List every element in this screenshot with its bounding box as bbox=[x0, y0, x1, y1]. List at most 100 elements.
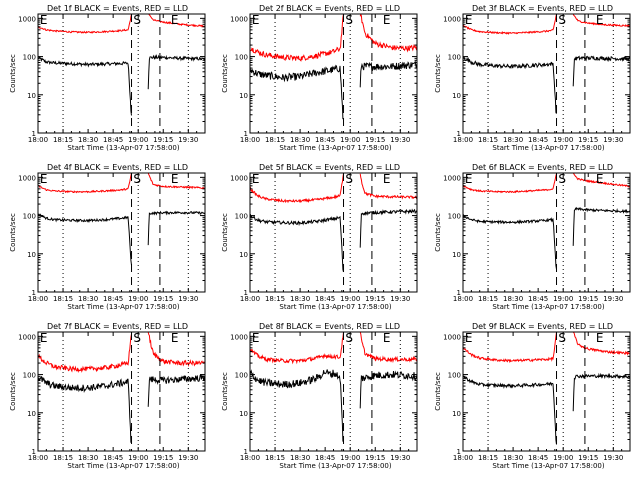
x-tick-label: 18:45 bbox=[528, 454, 548, 462]
y-tick-label: 10 bbox=[452, 92, 461, 100]
y-tick-label: 1000 bbox=[18, 333, 36, 341]
marker-e: E bbox=[40, 331, 48, 345]
series-lld-line bbox=[463, 14, 630, 35]
y-tick-label: 100 bbox=[448, 372, 461, 380]
y-axis-label: Counts/sec bbox=[221, 54, 229, 93]
x-tick-label: 18:15 bbox=[265, 454, 285, 462]
x-tick-label: 19:00 bbox=[340, 454, 360, 462]
y-tick-label: 10 bbox=[27, 251, 36, 259]
x-tick-label: 18:00 bbox=[453, 295, 473, 303]
y-tick-label: 100 bbox=[23, 54, 36, 62]
x-tick-label: 18:15 bbox=[265, 295, 285, 303]
x-tick-label: 18:30 bbox=[78, 454, 98, 462]
marker-s: S bbox=[133, 13, 141, 27]
y-tick-label: 1 bbox=[457, 289, 461, 297]
x-tick-label: 18:00 bbox=[28, 295, 48, 303]
x-tick-label: 18:30 bbox=[78, 295, 98, 303]
series-events-line bbox=[250, 369, 417, 443]
y-tick-label: 10 bbox=[452, 251, 461, 259]
x-tick-label: 19:30 bbox=[603, 295, 623, 303]
x-tick-label: 18:30 bbox=[290, 295, 310, 303]
y-tick-label: 100 bbox=[235, 213, 248, 221]
x-axis-label: Start Time (13-Apr-07 17:58:00) bbox=[492, 144, 604, 152]
x-tick-label: 19:15 bbox=[365, 454, 385, 462]
marker-s: S bbox=[345, 172, 353, 186]
x-tick-label: 19:30 bbox=[603, 454, 623, 462]
series-lld-line bbox=[463, 332, 630, 364]
series-events-line bbox=[463, 372, 630, 445]
x-tick-label: 19:00 bbox=[128, 136, 148, 144]
marker-e: E bbox=[383, 331, 391, 345]
y-axis-label: Counts/sec bbox=[434, 213, 442, 252]
x-tick-label: 19:15 bbox=[153, 454, 173, 462]
x-tick-label: 18:45 bbox=[103, 454, 123, 462]
x-tick-label: 19:30 bbox=[390, 454, 410, 462]
y-tick-label: 1 bbox=[32, 130, 36, 138]
marker-e: E bbox=[171, 172, 179, 186]
panel-title: Det 1f BLACK = Events, RED = LLD bbox=[47, 4, 188, 13]
x-axis-label: Start Time (13-Apr-07 17:58:00) bbox=[67, 462, 179, 470]
y-tick-label: 1000 bbox=[443, 174, 461, 182]
y-tick-label: 1 bbox=[244, 130, 248, 138]
marker-s: S bbox=[558, 172, 566, 186]
x-tick-label: 18:15 bbox=[53, 454, 73, 462]
panel-title: Det 6f BLACK = Events, RED = LLD bbox=[472, 163, 613, 172]
series-events-line bbox=[38, 374, 205, 443]
x-tick-label: 18:30 bbox=[290, 136, 310, 144]
x-axis-label: Start Time (13-Apr-07 17:58:00) bbox=[67, 303, 179, 311]
x-tick-label: 19:00 bbox=[340, 136, 360, 144]
y-tick-label: 100 bbox=[235, 372, 248, 380]
series-events-line bbox=[250, 208, 417, 273]
y-tick-label: 1 bbox=[32, 448, 36, 456]
x-tick-label: 18:45 bbox=[315, 454, 335, 462]
series-events-line bbox=[463, 206, 630, 270]
x-tick-label: 19:30 bbox=[178, 295, 198, 303]
y-axis-label: Counts/sec bbox=[9, 213, 17, 252]
panel-title: Det 8f BLACK = Events, RED = LLD bbox=[259, 322, 400, 331]
marker-e: E bbox=[383, 13, 391, 27]
marker-e: E bbox=[40, 172, 48, 186]
x-axis-label: Start Time (13-Apr-07 17:58:00) bbox=[492, 303, 604, 311]
series-lld-line bbox=[38, 332, 205, 373]
x-tick-label: 18:15 bbox=[478, 295, 498, 303]
x-tick-label: 19:00 bbox=[553, 295, 573, 303]
x-tick-label: 18:30 bbox=[78, 136, 98, 144]
panel-title: Det 5f BLACK = Events, RED = LLD bbox=[259, 163, 400, 172]
panel-title: Det 4f BLACK = Events, RED = LLD bbox=[47, 163, 188, 172]
series-lld-line bbox=[463, 173, 630, 194]
y-axis-label: Counts/sec bbox=[434, 54, 442, 93]
x-tick-label: 19:15 bbox=[153, 136, 173, 144]
x-axis-label: Start Time (13-Apr-07 17:58:00) bbox=[279, 462, 391, 470]
y-tick-label: 1000 bbox=[18, 174, 36, 182]
x-tick-label: 18:30 bbox=[503, 136, 523, 144]
x-tick-label: 18:00 bbox=[28, 454, 48, 462]
x-tick-label: 19:30 bbox=[390, 295, 410, 303]
y-axis-label: Counts/sec bbox=[9, 54, 17, 93]
y-tick-label: 10 bbox=[239, 251, 248, 259]
x-tick-label: 18:00 bbox=[240, 295, 260, 303]
x-tick-label: 18:45 bbox=[315, 136, 335, 144]
marker-e: E bbox=[465, 331, 473, 345]
y-tick-label: 1000 bbox=[18, 15, 36, 23]
y-tick-label: 10 bbox=[27, 92, 36, 100]
marker-e: E bbox=[252, 331, 260, 345]
y-tick-label: 10 bbox=[239, 410, 248, 418]
marker-e: E bbox=[252, 13, 260, 27]
marker-s: S bbox=[345, 331, 353, 345]
x-axis-label: Start Time (13-Apr-07 17:58:00) bbox=[279, 303, 391, 311]
x-tick-label: 18:15 bbox=[53, 295, 73, 303]
panel-title: Det 3f BLACK = Events, RED = LLD bbox=[472, 4, 613, 13]
marker-e: E bbox=[596, 172, 604, 186]
marker-s: S bbox=[558, 13, 566, 27]
x-axis-label: Start Time (13-Apr-07 17:58:00) bbox=[492, 462, 604, 470]
marker-e: E bbox=[596, 13, 604, 27]
panel-title: Det 2f BLACK = Events, RED = LLD bbox=[259, 4, 400, 13]
y-tick-label: 1000 bbox=[443, 333, 461, 341]
x-tick-label: 19:15 bbox=[153, 295, 173, 303]
x-tick-label: 18:45 bbox=[103, 295, 123, 303]
